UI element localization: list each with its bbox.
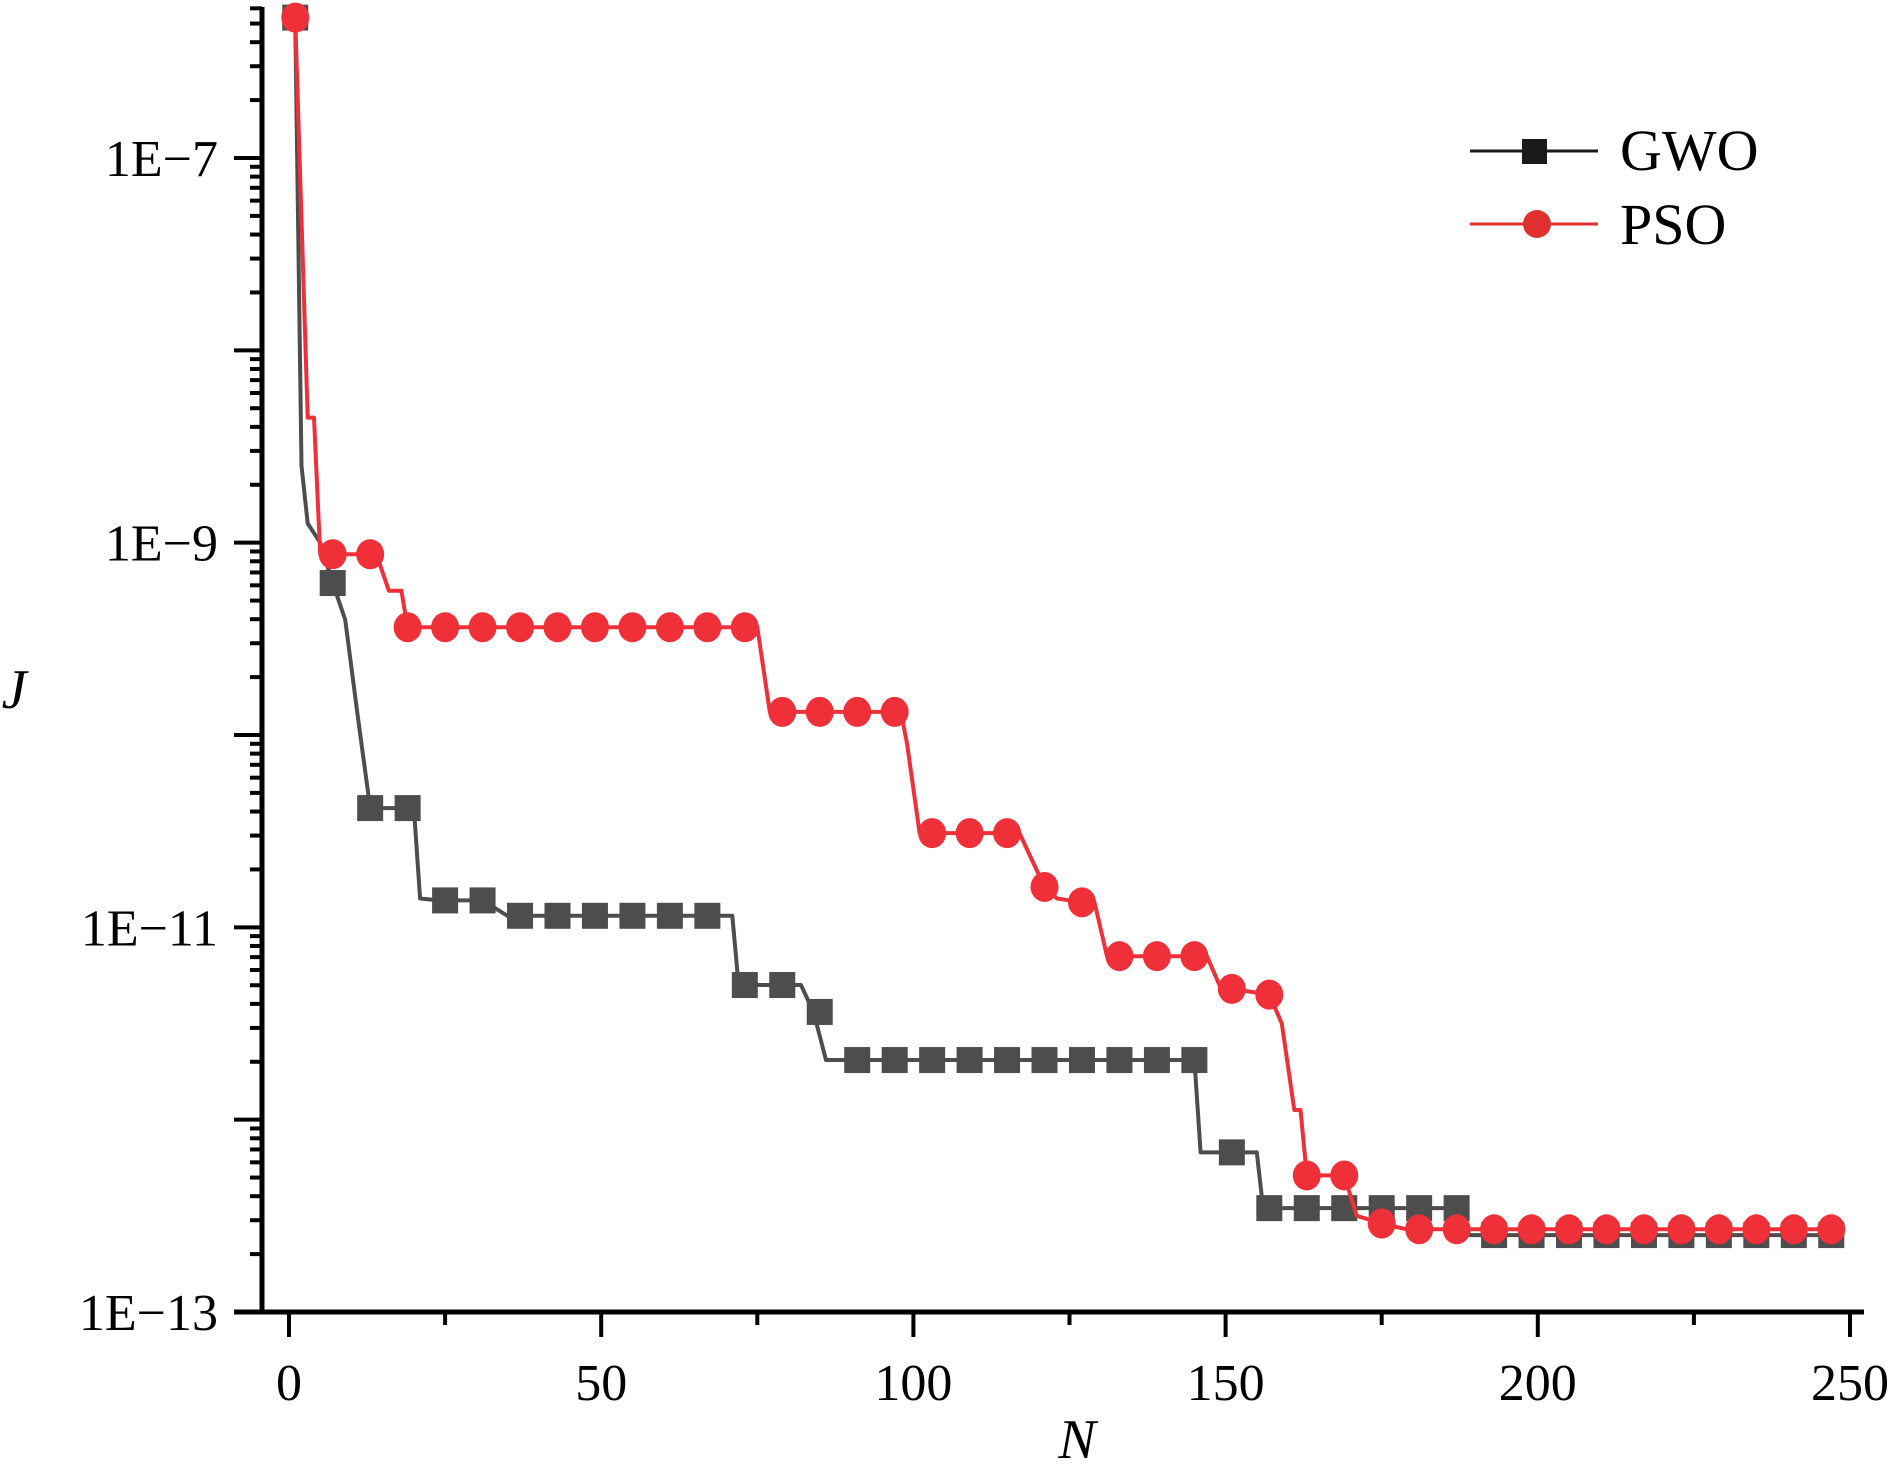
data-point-pso bbox=[1742, 1214, 1771, 1245]
data-point-pso bbox=[281, 2, 310, 33]
data-point-pso bbox=[993, 818, 1022, 849]
data-point-pso bbox=[730, 612, 759, 643]
data-point-gwo bbox=[1256, 1195, 1283, 1222]
data-point-gwo bbox=[1143, 1047, 1170, 1074]
data-point-pso bbox=[843, 696, 872, 727]
data-point-gwo bbox=[956, 1047, 983, 1074]
series-line-pso bbox=[293, 17, 1838, 1232]
data-point-gwo bbox=[469, 887, 496, 914]
data-point-pso bbox=[1704, 1214, 1733, 1245]
legend-label-gwo: GWO bbox=[1620, 118, 1759, 183]
data-point-pso bbox=[393, 612, 422, 643]
data-point-pso bbox=[1367, 1208, 1396, 1239]
data-point-gwo bbox=[394, 795, 421, 822]
data-point-pso bbox=[805, 696, 834, 727]
data-point-gwo bbox=[994, 1047, 1021, 1074]
data-point-pso bbox=[1067, 887, 1096, 918]
data-point-gwo bbox=[1293, 1195, 1320, 1222]
data-point-gwo bbox=[881, 1047, 908, 1074]
data-point-pso bbox=[1142, 941, 1171, 972]
data-point-pso bbox=[543, 612, 572, 643]
data-point-pso bbox=[768, 696, 797, 727]
data-point-pso bbox=[468, 612, 497, 643]
data-point-pso bbox=[1405, 1214, 1434, 1245]
data-point-pso bbox=[1779, 1214, 1808, 1245]
y-tick-label: 1E−13 bbox=[79, 1285, 218, 1342]
data-point-pso bbox=[1629, 1214, 1658, 1245]
data-point-pso bbox=[693, 612, 722, 643]
data-point-gwo bbox=[1218, 1139, 1245, 1166]
data-point-pso bbox=[880, 696, 909, 727]
data-point-gwo bbox=[581, 902, 608, 929]
data-point-gwo bbox=[544, 902, 571, 929]
data-point-gwo bbox=[806, 998, 833, 1025]
y-minor-ticks bbox=[234, 6, 262, 1257]
data-point-gwo bbox=[694, 902, 721, 929]
data-point-gwo bbox=[1106, 1047, 1133, 1074]
data-point-pso bbox=[1217, 973, 1246, 1004]
data-point-pso bbox=[1517, 1214, 1546, 1245]
x-ticks: 0 50 100 150 200 250 bbox=[276, 1312, 1889, 1412]
x-axis-title: N bbox=[1057, 1409, 1098, 1469]
legend: GWO PSO bbox=[1470, 118, 1759, 257]
data-point-pso bbox=[918, 818, 947, 849]
data-point-gwo bbox=[619, 902, 646, 929]
data-point-gwo bbox=[432, 887, 459, 914]
data-point-pso bbox=[1255, 979, 1284, 1010]
data-point-gwo bbox=[769, 972, 796, 999]
x-tick-label: 250 bbox=[1811, 1355, 1889, 1412]
data-point-pso bbox=[431, 612, 460, 643]
x-tick-label: 200 bbox=[1499, 1355, 1577, 1412]
data-point-pso bbox=[655, 612, 684, 643]
data-point-gwo bbox=[507, 902, 534, 929]
legend-circle-marker-icon bbox=[1523, 210, 1551, 238]
x-tick-label: 50 bbox=[575, 1355, 627, 1412]
y-tick-label: 1E−9 bbox=[105, 516, 218, 573]
axes bbox=[234, 7, 1864, 1315]
legend-square-marker-icon bbox=[1522, 139, 1547, 164]
data-point-pso bbox=[1667, 1214, 1696, 1245]
data-point-gwo bbox=[844, 1047, 871, 1074]
series-pso bbox=[281, 2, 1846, 1245]
legend-label-pso: PSO bbox=[1620, 192, 1726, 257]
data-point-pso bbox=[1592, 1214, 1621, 1245]
data-point-pso bbox=[506, 612, 535, 643]
data-point-pso bbox=[356, 539, 385, 570]
data-point-pso bbox=[1330, 1160, 1359, 1191]
legend-item-pso: PSO bbox=[1470, 192, 1726, 257]
data-point-pso bbox=[1442, 1214, 1471, 1245]
data-point-pso bbox=[1480, 1214, 1509, 1245]
plot-series bbox=[281, 2, 1846, 1249]
data-point-pso bbox=[1030, 871, 1059, 902]
data-point-pso bbox=[1105, 941, 1134, 972]
x-tick-label: 150 bbox=[1187, 1355, 1265, 1412]
data-point-gwo bbox=[919, 1047, 946, 1074]
y-major-ticks: 1E−7 1E−9 1E−11 1E−13 bbox=[79, 131, 262, 1342]
data-point-pso bbox=[318, 539, 347, 570]
data-point-pso bbox=[1292, 1160, 1321, 1191]
data-point-gwo bbox=[319, 570, 346, 597]
legend-item-gwo: GWO bbox=[1470, 118, 1759, 183]
data-point-gwo bbox=[357, 795, 384, 822]
data-point-gwo bbox=[1031, 1047, 1058, 1074]
data-point-pso bbox=[1555, 1214, 1584, 1245]
data-point-gwo bbox=[1068, 1047, 1095, 1074]
data-point-pso bbox=[1180, 941, 1209, 972]
x-tick-label: 100 bbox=[874, 1355, 952, 1412]
y-axis-title: J bbox=[2, 659, 30, 721]
data-point-pso bbox=[955, 818, 984, 849]
data-point-gwo bbox=[731, 972, 758, 999]
y-tick-label: 1E−7 bbox=[105, 131, 218, 188]
x-tick-label: 0 bbox=[276, 1355, 302, 1412]
data-point-pso bbox=[580, 612, 609, 643]
data-point-gwo bbox=[656, 902, 683, 929]
data-point-pso bbox=[618, 612, 647, 643]
y-tick-label: 1E−11 bbox=[81, 900, 218, 957]
data-point-gwo bbox=[1181, 1047, 1208, 1074]
data-point-pso bbox=[1817, 1214, 1846, 1245]
